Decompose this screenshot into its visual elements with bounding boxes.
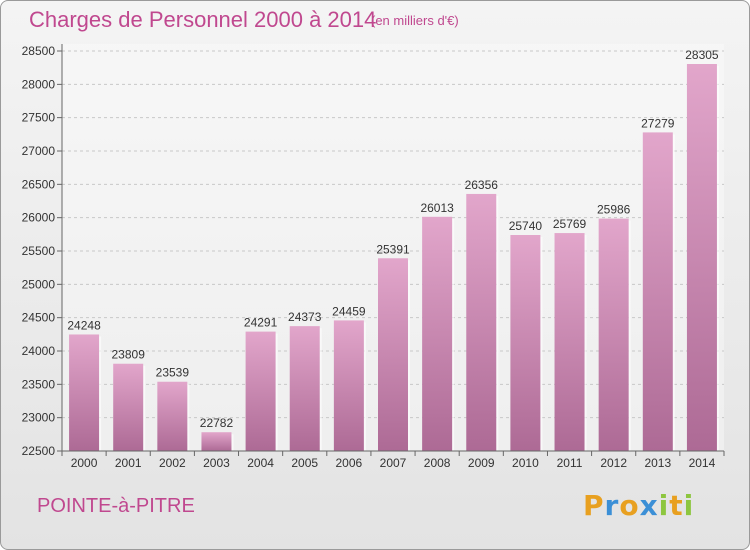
bar <box>201 432 232 451</box>
logo-letter: i <box>683 489 695 522</box>
bar-value-label: 28305 <box>685 48 719 62</box>
logo-letter: x <box>639 489 659 522</box>
bar <box>422 216 453 451</box>
x-tick-label: 2008 <box>424 456 451 470</box>
y-tick-label: 28000 <box>22 77 56 91</box>
bar <box>598 218 629 451</box>
y-tick-label: 27000 <box>22 144 56 158</box>
y-tick-label: 24500 <box>22 311 56 325</box>
x-axis: 2000 2001 2002 2003 2004 2005 2006 2007 2008 2009… <box>61 450 725 470</box>
bar-value-label: 24459 <box>332 304 366 318</box>
bar <box>554 233 585 451</box>
x-tick-label: 2006 <box>336 456 363 470</box>
x-tick-label: 2000 <box>71 456 98 470</box>
y-tick-label: 26500 <box>22 177 56 191</box>
x-tick-label: 2014 <box>689 456 716 470</box>
x-tick-label: 2003 <box>203 456 230 470</box>
y-tick-label: 25500 <box>22 244 56 258</box>
bar <box>686 64 717 451</box>
bar-value-label: 25986 <box>597 203 631 217</box>
bar-value-label: 27279 <box>641 116 675 130</box>
bar-value-label: 23539 <box>156 366 190 380</box>
x-tick-label: 2005 <box>291 456 318 470</box>
x-tick-label: 2012 <box>600 456 627 470</box>
y-tick-label: 22500 <box>22 444 56 458</box>
bar <box>157 381 188 451</box>
logo-letter: o <box>619 489 640 522</box>
x-tick-label: 2009 <box>468 456 495 470</box>
y-tick-label: 25000 <box>22 277 56 291</box>
y-tick-label: 28500 <box>22 44 56 58</box>
bar <box>378 258 408 451</box>
chart-title: Charges de Personnel 2000 à 2014 <box>29 7 377 32</box>
location-label: POINTE-à-PITRE <box>37 495 195 517</box>
logo-letter: t <box>669 489 684 522</box>
bar-value-label: 23809 <box>112 348 146 362</box>
y-tick-label: 24000 <box>22 344 56 358</box>
bar-value-label: 26356 <box>465 178 499 192</box>
bar-value-label: 25391 <box>376 242 410 256</box>
bar <box>69 334 100 451</box>
chart-subtitle: (en milliers d'€) <box>371 13 459 28</box>
bar <box>333 320 364 451</box>
bar-value-label: 25769 <box>553 217 587 231</box>
bar <box>466 193 497 451</box>
y-tick-label: 23000 <box>22 411 56 425</box>
bar <box>245 331 276 451</box>
bar <box>510 235 541 451</box>
proxiti-logo: Proxiti <box>583 489 694 522</box>
x-tick-label: 2013 <box>644 456 671 470</box>
x-tick-label: 2002 <box>159 456 186 470</box>
bar-value-label: 24248 <box>67 318 101 332</box>
bar-value-label: 24373 <box>288 310 322 324</box>
logo-letter: i <box>658 489 670 522</box>
y-axis: 22500 23000 23500 24000 24500 25000 25500 26000… <box>22 44 63 458</box>
bar <box>113 363 144 451</box>
y-tick-label: 27500 <box>22 111 56 125</box>
y-tick-label: 26000 <box>22 211 56 225</box>
logo-letter: r <box>604 489 620 522</box>
x-tick-label: 2004 <box>247 456 274 470</box>
bar <box>289 326 320 451</box>
bar-value-label: 26013 <box>420 201 454 215</box>
bar-value-label: 25740 <box>509 219 543 233</box>
y-tick-label: 23500 <box>22 377 56 391</box>
bar <box>642 132 673 451</box>
bar-value-label: 22782 <box>200 416 234 430</box>
x-tick-label: 2010 <box>512 456 539 470</box>
x-tick-label: 2011 <box>557 456 583 470</box>
bar-value-label: 24291 <box>244 316 278 330</box>
bars: 24248 23809 23539 22782 24291 24373 24459 25391… <box>67 48 719 451</box>
logo-letter: P <box>583 489 605 522</box>
x-tick-label: 2007 <box>380 456 407 470</box>
x-tick-label: 2001 <box>115 456 142 470</box>
